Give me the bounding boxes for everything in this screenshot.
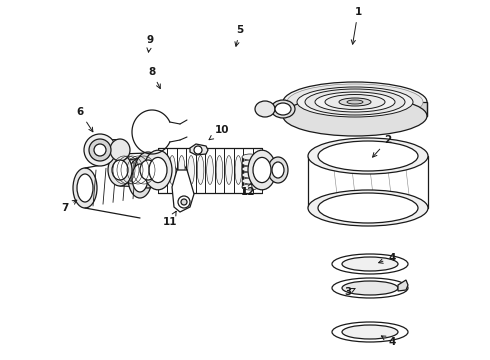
- Text: 7: 7: [61, 200, 77, 213]
- Ellipse shape: [342, 281, 398, 295]
- Text: 9: 9: [147, 35, 153, 52]
- Ellipse shape: [94, 144, 106, 156]
- Ellipse shape: [255, 101, 275, 117]
- Ellipse shape: [89, 139, 111, 161]
- Ellipse shape: [339, 98, 371, 106]
- Ellipse shape: [132, 164, 148, 192]
- Ellipse shape: [169, 156, 175, 184]
- Ellipse shape: [318, 193, 418, 223]
- Ellipse shape: [308, 190, 428, 226]
- Text: 6: 6: [76, 107, 93, 132]
- Ellipse shape: [242, 166, 258, 172]
- Ellipse shape: [110, 139, 130, 161]
- Ellipse shape: [332, 278, 408, 298]
- Polygon shape: [283, 102, 427, 116]
- Ellipse shape: [73, 168, 97, 208]
- Ellipse shape: [181, 199, 187, 205]
- Ellipse shape: [305, 89, 405, 115]
- Ellipse shape: [287, 84, 423, 120]
- Ellipse shape: [325, 94, 385, 109]
- Text: 5: 5: [235, 25, 244, 46]
- Ellipse shape: [242, 178, 258, 184]
- Ellipse shape: [268, 157, 288, 183]
- Ellipse shape: [235, 156, 242, 184]
- Ellipse shape: [271, 100, 295, 118]
- Text: 3: 3: [344, 287, 355, 297]
- Ellipse shape: [318, 141, 418, 171]
- Ellipse shape: [342, 257, 398, 271]
- Ellipse shape: [178, 196, 190, 208]
- Ellipse shape: [159, 156, 166, 184]
- Ellipse shape: [149, 157, 167, 183]
- Ellipse shape: [225, 156, 232, 184]
- Ellipse shape: [128, 158, 152, 198]
- Ellipse shape: [308, 138, 428, 174]
- Ellipse shape: [112, 160, 128, 180]
- Ellipse shape: [108, 154, 132, 186]
- Ellipse shape: [248, 150, 276, 190]
- Ellipse shape: [144, 150, 172, 190]
- Ellipse shape: [253, 157, 271, 183]
- Ellipse shape: [283, 96, 427, 136]
- Ellipse shape: [216, 156, 223, 184]
- Text: 2: 2: [372, 135, 392, 157]
- Polygon shape: [190, 144, 208, 155]
- Text: 4: 4: [379, 253, 396, 263]
- Ellipse shape: [242, 154, 258, 160]
- Ellipse shape: [194, 146, 202, 154]
- Ellipse shape: [297, 87, 413, 117]
- Ellipse shape: [242, 160, 258, 166]
- Ellipse shape: [135, 152, 161, 188]
- Ellipse shape: [77, 174, 93, 202]
- Ellipse shape: [332, 254, 408, 274]
- Ellipse shape: [242, 172, 258, 178]
- Ellipse shape: [315, 92, 395, 112]
- Ellipse shape: [207, 156, 213, 184]
- Text: 4: 4: [381, 336, 396, 347]
- Ellipse shape: [332, 322, 408, 342]
- Text: 8: 8: [148, 67, 160, 89]
- Ellipse shape: [84, 134, 116, 166]
- Ellipse shape: [275, 103, 291, 115]
- Ellipse shape: [245, 156, 251, 184]
- Ellipse shape: [188, 156, 195, 184]
- Text: 12: 12: [241, 183, 255, 197]
- Ellipse shape: [178, 156, 185, 184]
- Ellipse shape: [197, 156, 204, 184]
- Text: 11: 11: [163, 211, 177, 227]
- Ellipse shape: [283, 82, 427, 122]
- Ellipse shape: [272, 162, 284, 178]
- Ellipse shape: [347, 100, 363, 104]
- Polygon shape: [172, 170, 194, 212]
- Ellipse shape: [342, 325, 398, 339]
- Text: 1: 1: [351, 7, 362, 44]
- Ellipse shape: [254, 156, 261, 184]
- Ellipse shape: [242, 184, 258, 190]
- Polygon shape: [398, 280, 408, 291]
- Ellipse shape: [140, 160, 156, 180]
- Text: 10: 10: [209, 125, 229, 140]
